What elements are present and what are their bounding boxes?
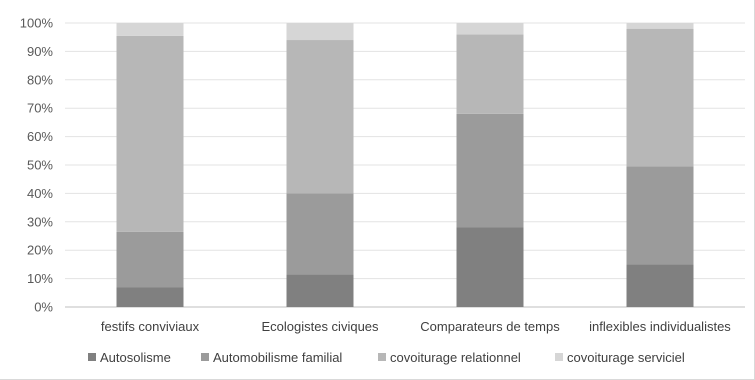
bar-segment — [626, 28, 694, 167]
x-category-label: festifs conviviaux — [101, 319, 200, 334]
legend-label: Autosolisme — [100, 350, 171, 365]
y-tick-label: 100% — [20, 16, 54, 31]
legend-label: Automobilisme familial — [213, 350, 342, 365]
legend-swatch — [201, 353, 209, 361]
bar-segment — [286, 23, 354, 41]
bar-segment — [116, 23, 184, 36]
bar-segment — [626, 23, 694, 29]
bar-segment — [286, 193, 354, 275]
legend-swatch — [555, 353, 563, 361]
bar-segment — [116, 35, 184, 232]
bar-segment — [626, 264, 694, 307]
bar-segment — [456, 23, 524, 35]
y-tick-label: 0% — [34, 300, 53, 315]
y-tick-label: 20% — [27, 243, 53, 258]
y-tick-label: 50% — [27, 158, 53, 173]
legend-label: covoiturage serviciel — [567, 350, 685, 365]
bar-segment — [286, 40, 354, 194]
bar-segment — [456, 34, 524, 114]
bar-segment — [286, 274, 354, 307]
y-tick-label: 30% — [27, 214, 53, 229]
legend: Autosolisme Automobilisme familial covoitu… — [88, 350, 685, 365]
y-tick-label: 80% — [27, 72, 53, 87]
bar-segment — [626, 166, 694, 265]
x-axis-categories: festifs conviviaux Ecologistes civiques Co… — [101, 319, 731, 334]
y-tick-label: 40% — [27, 186, 53, 201]
x-category-label: Ecologistes civiques — [261, 319, 379, 334]
bar-segment — [456, 227, 524, 307]
x-category-label: Comparateurs de temps — [420, 319, 560, 334]
bars — [116, 23, 694, 307]
x-category-label: inflexibles individualistes — [589, 319, 731, 334]
bar-segment — [116, 287, 184, 307]
bar-segment — [456, 113, 524, 228]
legend-swatch — [88, 353, 96, 361]
legend-label: covoiturage relationnel — [390, 350, 521, 365]
y-tick-label: 90% — [27, 44, 53, 59]
y-tick-label: 10% — [27, 271, 53, 286]
y-tick-label: 70% — [27, 101, 53, 116]
y-axis-ticks: 0% 10% 20% 30% 40% 50% 60% 70% 80% 90% 100% — [20, 16, 54, 315]
y-tick-label: 60% — [27, 129, 53, 144]
bar-segment — [116, 231, 184, 288]
legend-swatch — [378, 353, 386, 361]
